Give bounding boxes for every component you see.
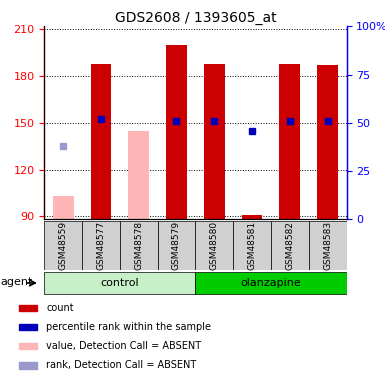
Bar	[44, 272, 196, 294]
Bar	[19, 324, 37, 330]
Bar	[82, 221, 120, 270]
Bar	[157, 221, 195, 270]
Bar	[120, 221, 157, 270]
Bar	[44, 221, 82, 270]
Bar	[19, 363, 37, 369]
Bar	[196, 272, 346, 294]
Text: control: control	[100, 278, 139, 288]
Text: GSM48581: GSM48581	[248, 221, 256, 270]
Bar	[128, 130, 149, 219]
Text: percentile rank within the sample: percentile rank within the sample	[46, 322, 211, 332]
Bar	[196, 221, 233, 270]
Text: agent: agent	[0, 277, 32, 287]
Bar	[53, 196, 74, 219]
Text: GSM48583: GSM48583	[323, 221, 332, 270]
Title: GDS2608 / 1393605_at: GDS2608 / 1393605_at	[115, 11, 276, 25]
Bar	[166, 45, 187, 219]
Bar	[90, 64, 111, 219]
Bar	[19, 305, 37, 311]
Bar	[317, 65, 338, 219]
Bar	[271, 221, 309, 270]
Text: count: count	[46, 303, 74, 313]
Bar	[233, 221, 271, 270]
Bar	[204, 64, 225, 219]
Text: GSM48577: GSM48577	[96, 221, 105, 270]
Text: rank, Detection Call = ABSENT: rank, Detection Call = ABSENT	[46, 360, 196, 370]
Bar	[280, 64, 300, 219]
Text: GSM48578: GSM48578	[134, 221, 143, 270]
Text: GSM48580: GSM48580	[210, 221, 219, 270]
Text: GSM48559: GSM48559	[59, 221, 68, 270]
Bar	[309, 221, 346, 270]
Bar	[242, 215, 263, 219]
Text: olanzapine: olanzapine	[241, 278, 301, 288]
Text: GSM48579: GSM48579	[172, 221, 181, 270]
Bar	[19, 344, 37, 350]
Text: GSM48582: GSM48582	[285, 221, 295, 270]
Text: value, Detection Call = ABSENT: value, Detection Call = ABSENT	[46, 342, 201, 351]
